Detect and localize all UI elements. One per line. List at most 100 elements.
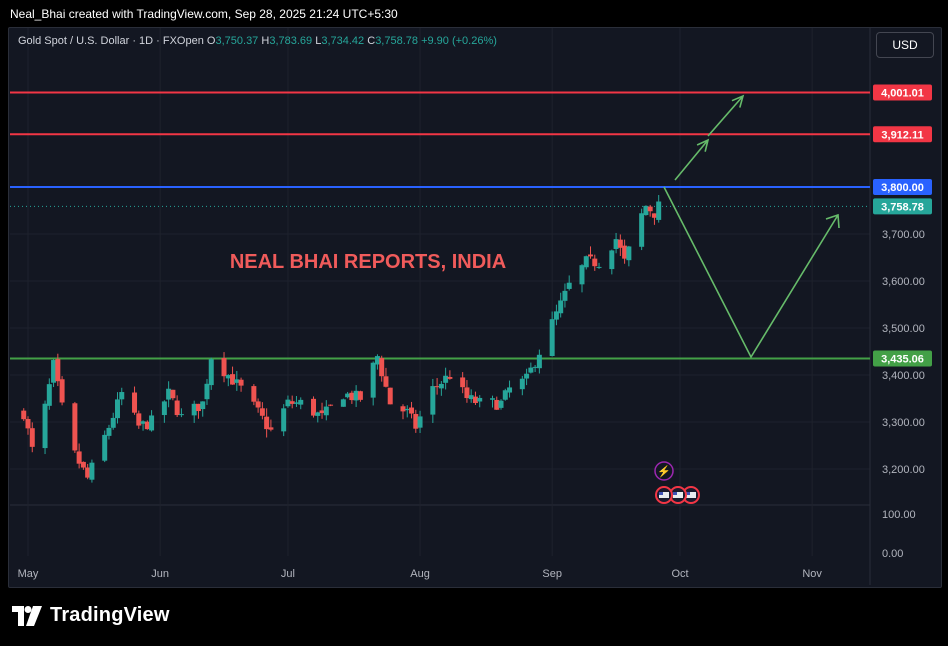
horizontal-levels	[10, 91, 870, 360]
candle-body	[494, 399, 500, 410]
candle-body	[536, 354, 542, 369]
candle-body	[622, 245, 628, 259]
candle-body	[161, 401, 167, 416]
bullish-arrow-1	[674, 139, 709, 181]
chart-panel[interactable]	[8, 27, 942, 588]
candle-body	[191, 403, 197, 416]
price-level-label: 3,435.06	[881, 354, 924, 366]
price-axis: 3,700.00 3,600.00 3,500.00 3,400.00 3,300.00…	[873, 84, 932, 560]
candle-body	[140, 421, 146, 424]
time-tick-label: Jul	[281, 568, 295, 580]
candle-body	[174, 400, 180, 416]
symbol-name[interactable]: Gold Spot / U.S. Dollar · 1D · FXOpen	[18, 35, 204, 47]
candle-body	[106, 427, 112, 436]
candle-body	[353, 390, 359, 401]
candle-body	[464, 387, 470, 399]
ohlc-legend: Gold Spot / U.S. Dollar · 1D · FXOpen O 3…	[18, 35, 497, 47]
change-value: +9.90 (+0.26%)	[421, 35, 497, 47]
candle-body	[29, 428, 35, 447]
price-level-tag	[873, 350, 932, 367]
candle-body	[323, 406, 329, 416]
candle-body	[524, 373, 530, 379]
candle-body	[281, 408, 287, 432]
candle-body	[234, 379, 240, 383]
time-tick-label: Aug	[410, 568, 430, 580]
bullish-arrow-2-head	[731, 94, 745, 108]
candle-body	[507, 387, 513, 393]
economic-events: ⚡	[654, 461, 700, 504]
price-level-tag	[873, 179, 932, 195]
candle-body	[651, 213, 657, 218]
candle-body	[178, 414, 184, 416]
price-tick-label: 3,400.00	[882, 370, 925, 382]
lightning-glyph: ⚡	[657, 465, 671, 478]
low-value: 3,734.42	[321, 35, 365, 47]
candle-body	[498, 400, 504, 408]
time-tick-label: Nov	[802, 568, 822, 580]
currency-button[interactable]: USD	[876, 32, 934, 58]
candle-body	[114, 399, 120, 419]
candle-body	[532, 366, 538, 368]
candle-body	[438, 383, 444, 389]
candle-body	[311, 398, 317, 416]
brand-logo[interactable]: TradingView	[12, 604, 170, 627]
candle-body	[315, 412, 321, 416]
time-tick-label: Sep	[542, 568, 562, 580]
candle-body	[596, 266, 602, 268]
candle-body	[298, 399, 304, 405]
candle-body	[255, 401, 261, 408]
candle-body	[72, 403, 78, 451]
candle-body	[59, 379, 65, 403]
projection-path	[663, 186, 839, 359]
candle-body	[230, 374, 236, 385]
candle-body	[285, 399, 291, 407]
price-level-label: 4,001.01	[881, 88, 924, 100]
candle-body	[617, 239, 623, 248]
candle-body	[264, 416, 270, 430]
candle-body	[374, 356, 380, 365]
candle-body	[225, 375, 231, 379]
candle-body	[409, 407, 415, 414]
last-price-label: 3,758.78	[881, 201, 924, 213]
candle-body	[89, 462, 95, 480]
candle-body	[51, 360, 57, 383]
candle-body	[387, 387, 393, 405]
candle-body	[417, 416, 423, 428]
candle-body	[579, 265, 585, 285]
time-tick-label: Jun	[151, 568, 169, 580]
candle-body	[647, 206, 653, 212]
close-value: 3,758.78	[375, 35, 419, 47]
time-tick-label: Oct	[671, 568, 688, 580]
candle-body	[447, 377, 453, 379]
price-tick-label: 3,600.00	[882, 276, 925, 288]
candle-body	[328, 404, 334, 406]
candle-body	[25, 419, 31, 429]
candle-body	[430, 386, 436, 415]
candle-body	[583, 256, 589, 268]
open-label: O	[206, 35, 216, 47]
candle-body	[549, 319, 555, 357]
candle-body	[149, 415, 155, 431]
candle-body	[656, 201, 662, 220]
bullish-arrow-1-head	[696, 138, 710, 152]
candle-body	[502, 390, 508, 400]
candle-body	[166, 388, 172, 400]
chart-title: NEAL BHAI REPORTS, INDIA	[230, 251, 506, 273]
candle-body	[289, 401, 295, 404]
candle-body	[489, 398, 495, 400]
last-price-tag	[873, 198, 932, 215]
candle-body	[268, 427, 274, 430]
candle-body	[413, 414, 419, 429]
candle-body	[383, 376, 389, 387]
candle-body	[370, 362, 376, 398]
candle-body	[639, 213, 645, 247]
candle-body	[200, 401, 206, 410]
projection-arrowhead	[825, 213, 840, 229]
candle-body	[259, 408, 265, 416]
candlestick-series	[21, 195, 662, 483]
candle-body	[195, 403, 201, 412]
candle-body	[349, 392, 355, 401]
candle-body	[238, 379, 244, 386]
candle-body	[472, 396, 478, 404]
